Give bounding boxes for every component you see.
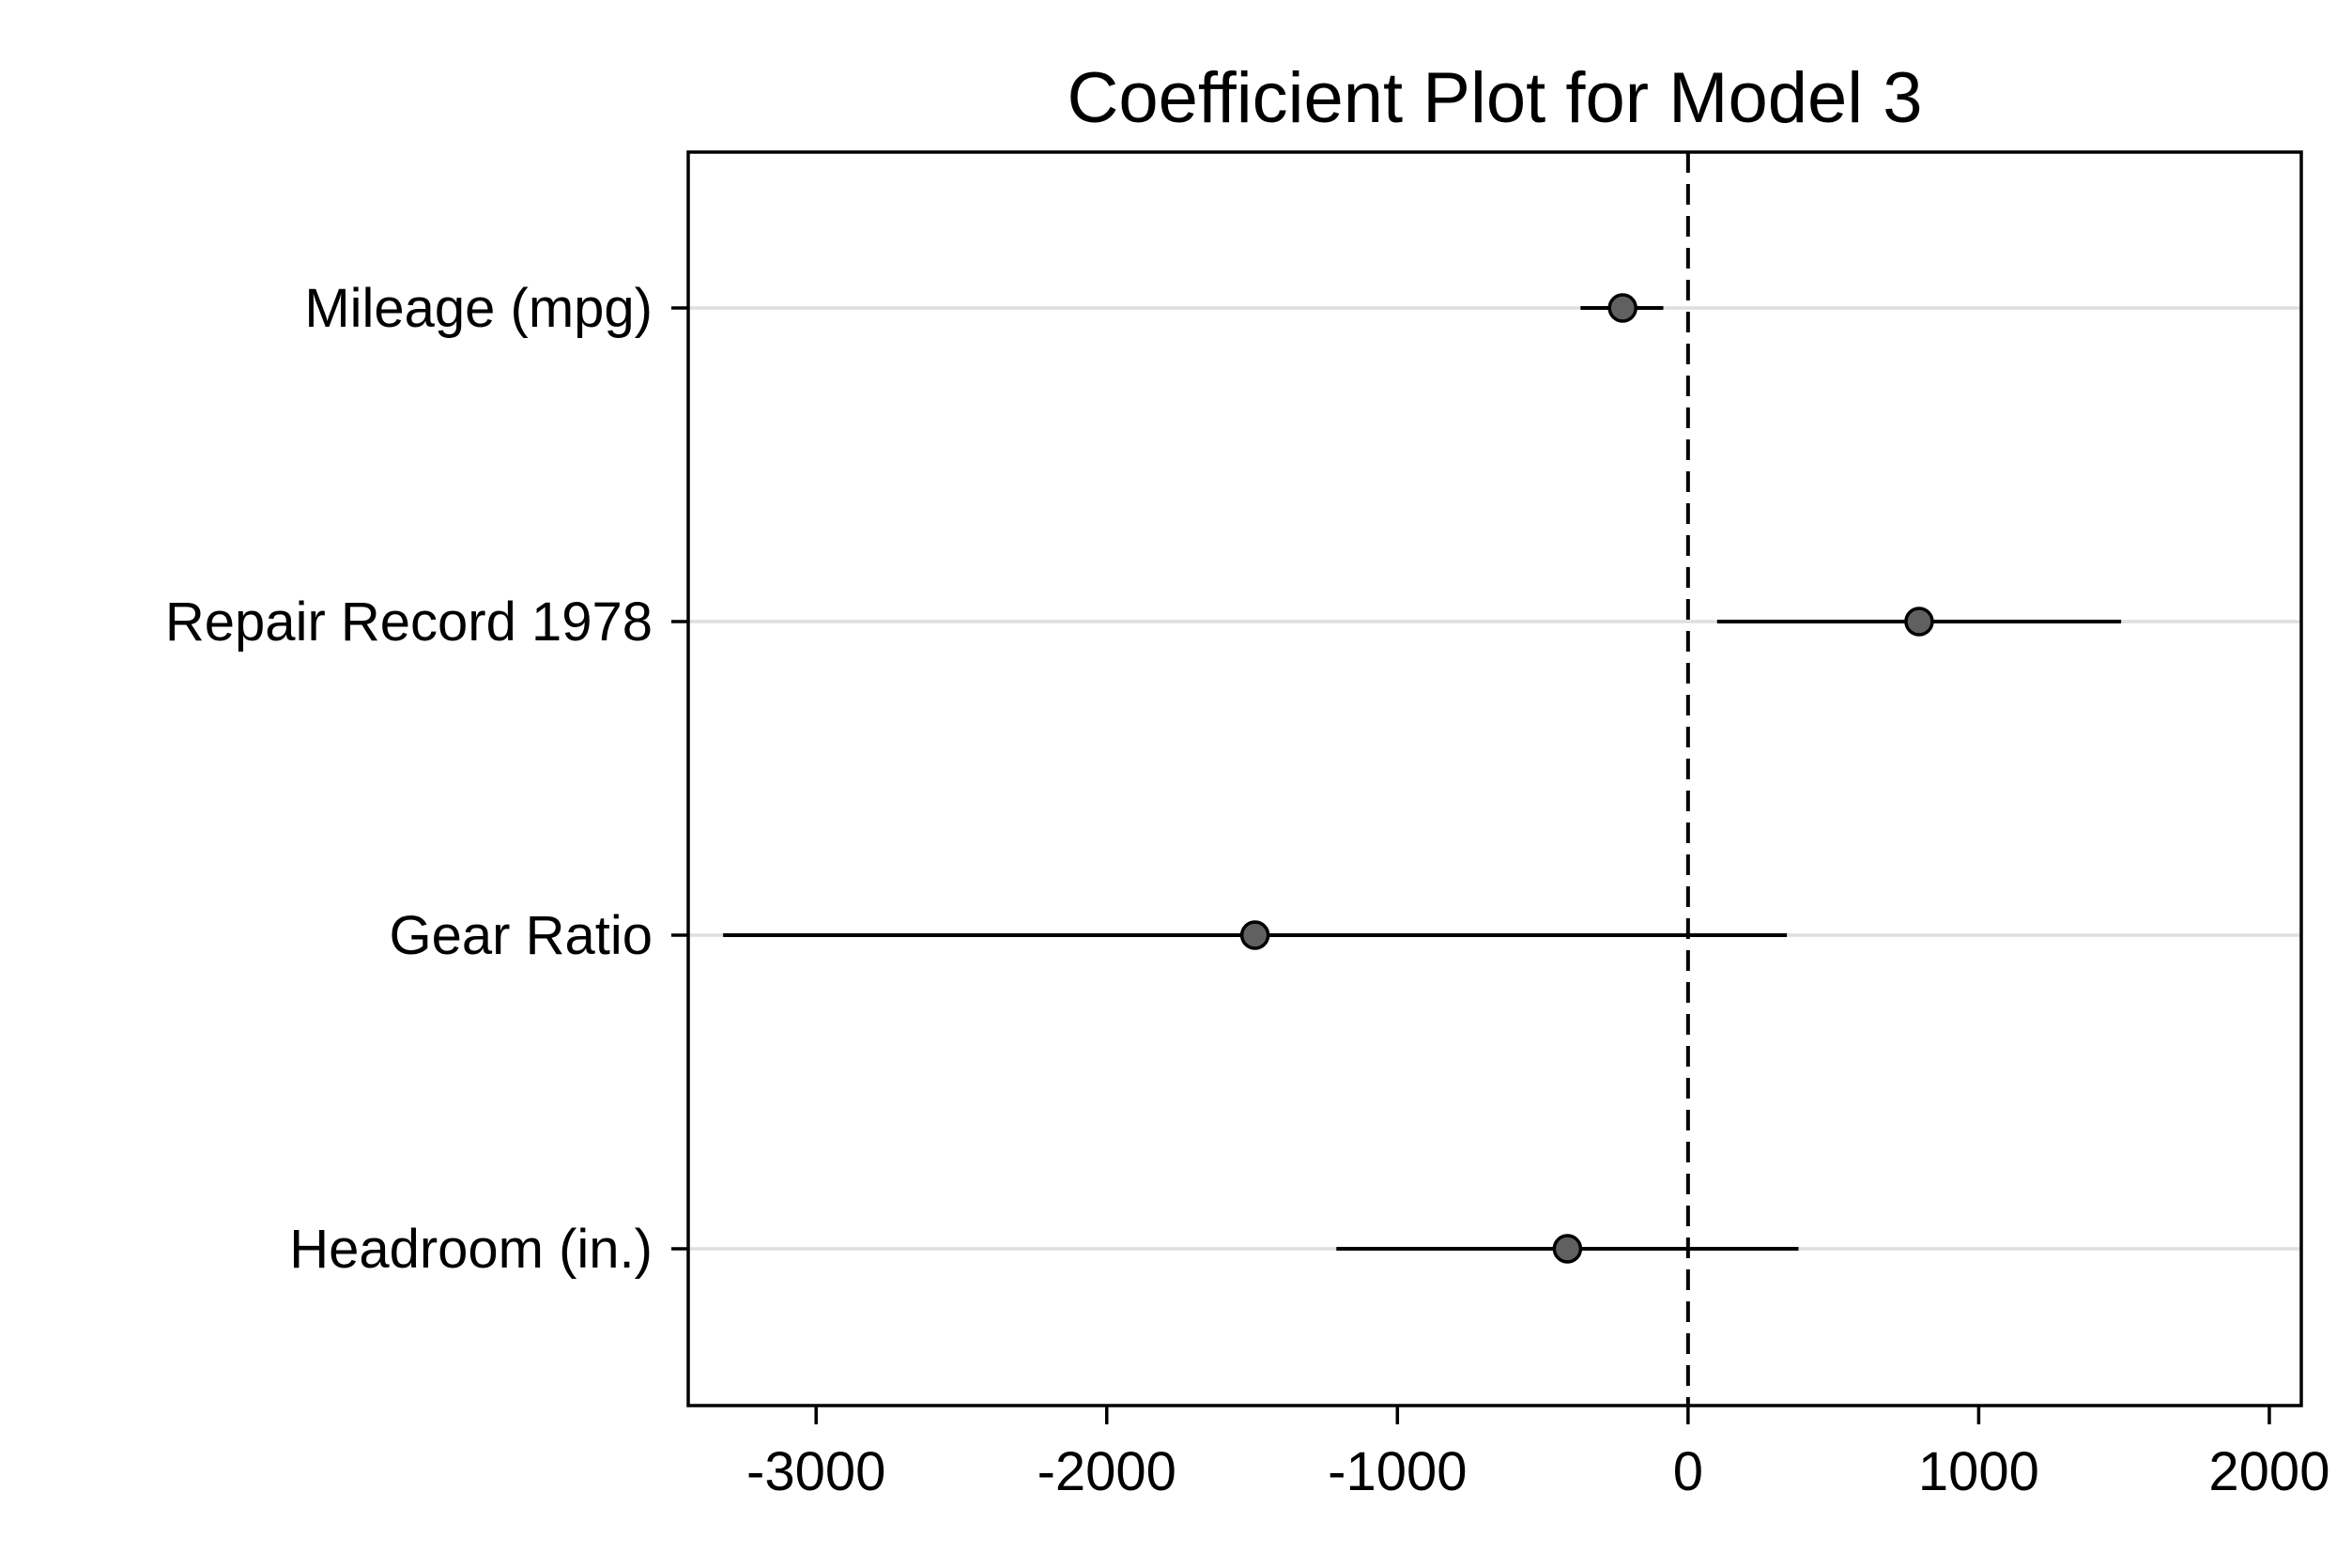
xtick-label-1: -2000 bbox=[1038, 1441, 1176, 1502]
xtick-label-2: -1000 bbox=[1328, 1441, 1467, 1502]
ytick-label-2: Gear Ratio bbox=[390, 905, 653, 966]
ytick-label-1: Repair Record 1978 bbox=[165, 592, 653, 653]
xtick-label-0: -3000 bbox=[746, 1441, 885, 1502]
point-estimate-1 bbox=[1904, 607, 1934, 637]
coefficient-marks bbox=[723, 293, 2122, 1264]
ytick-label-3: Headroom (in.) bbox=[289, 1219, 653, 1280]
axes: Mileage (mpg) Repair Record 1978 Gear Rati… bbox=[165, 278, 2330, 1502]
chart-title: Coefficient Plot for Model 3 bbox=[1067, 58, 1922, 138]
point-estimate-0 bbox=[1607, 293, 1637, 323]
xtick-label-4: 1000 bbox=[1918, 1441, 2039, 1502]
plot-frame bbox=[686, 150, 2303, 1407]
ytick-label-0: Mileage (mpg) bbox=[304, 278, 653, 339]
xtick-label-3: 0 bbox=[1673, 1441, 1703, 1502]
point-estimate-2 bbox=[1239, 920, 1270, 950]
point-estimate-3 bbox=[1552, 1234, 1583, 1264]
xtick-label-5: 2000 bbox=[2208, 1441, 2329, 1502]
gridlines bbox=[688, 306, 2301, 1251]
